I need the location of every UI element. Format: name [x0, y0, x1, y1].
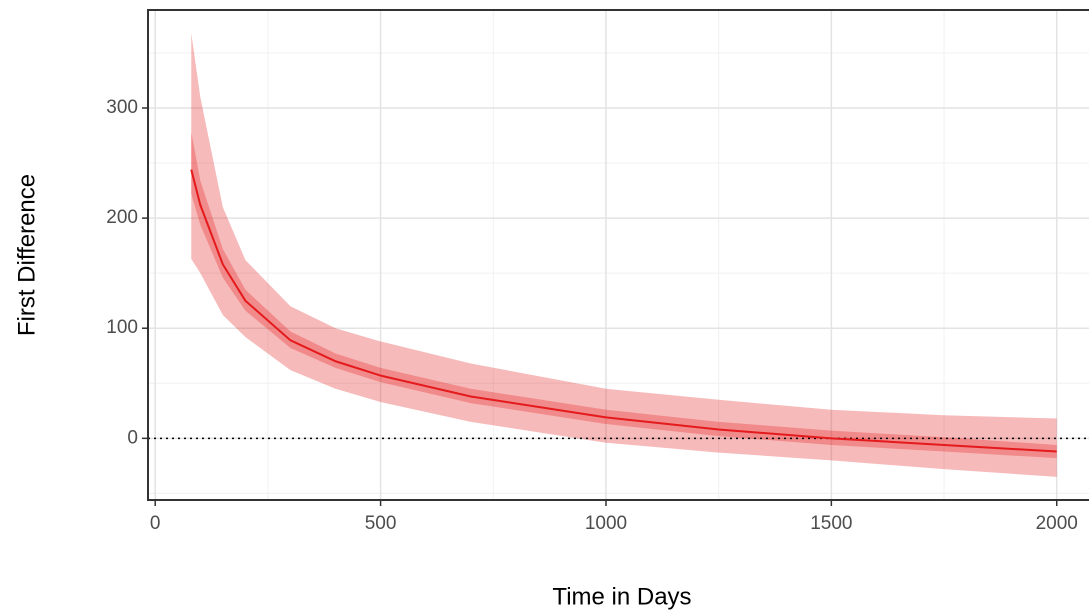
- y-tick-label: 0: [127, 427, 138, 448]
- grid: [148, 10, 1089, 500]
- confidence-band: [191, 132, 1057, 459]
- panel-border: [147, 9, 1089, 501]
- line: [190, 169, 1057, 453]
- plot-area: [148, 33, 1089, 477]
- x-tick-label: 2000: [1036, 513, 1078, 534]
- axes: 0 500 1000 1500 2000 0 100 200 300: [106, 97, 1078, 534]
- y-tick-label: 200: [106, 207, 138, 228]
- y-tick-label: 100: [106, 317, 138, 338]
- x-axis-title: Time in Days: [552, 583, 691, 610]
- y-axis-title: First Difference: [13, 174, 40, 336]
- x-tick-label: 1000: [585, 513, 627, 534]
- y-tick-label: 300: [106, 97, 138, 118]
- x-tick-label: 500: [365, 513, 397, 534]
- x-tick-label: 0: [150, 513, 161, 534]
- x-tick-label: 1500: [810, 513, 852, 534]
- confidence-band: [191, 33, 1057, 477]
